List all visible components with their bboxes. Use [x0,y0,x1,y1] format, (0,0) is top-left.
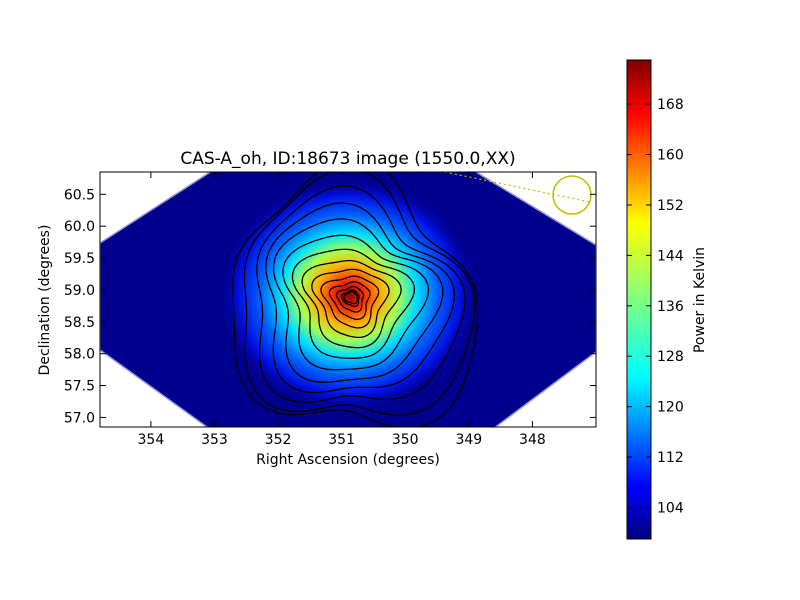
contour-line [328,281,371,320]
colorbar-tick-label: 152 [657,198,684,214]
contour-line [265,202,456,394]
y-tick-label: 60.0 [64,219,95,235]
contour-line [311,268,390,339]
colorbar-gradient [626,59,652,540]
contour-line [343,290,359,305]
contour-line [272,218,444,383]
contour-line [340,289,360,308]
x-axis-ticks: 354 353 352 351 350 349 348 [138,172,546,448]
x-tick-label: 349 [455,432,482,448]
contour-line [256,185,466,404]
y-tick-label: 58.5 [64,315,95,331]
plot-area: 354 353 352 351 350 349 348 57.0 57.5 58.0 58.5 59… [64,171,597,448]
contour-line [282,234,430,371]
colorbar-tick-label: 128 [657,349,684,365]
colorbar-tick-label: 112 [657,450,684,466]
colorbar-tick-label: 104 [657,500,684,516]
contour-line [320,275,380,329]
beam-marker-circle [552,175,592,215]
colorbar: 104 112 120 128 136 144 152 160 168 Power in Kel… [626,59,708,540]
y-tick-label: 60.5 [64,187,95,203]
x-tick-label: 348 [519,432,546,448]
y-tick-label: 57.5 [64,379,95,395]
contour-line [291,248,416,359]
contour-line [243,172,476,416]
colorbar-tick-label: 136 [657,299,684,315]
y-tick-label: 58.0 [64,347,95,363]
x-tick-label: 352 [265,432,292,448]
x-tick-label: 354 [138,432,165,448]
y-tick-label: 59.5 [64,251,95,267]
y-tick-label: 59.0 [64,283,95,299]
contour-line [335,285,365,313]
x-tick-label: 350 [392,432,419,448]
colorbar-tick-label: 160 [657,148,684,164]
x-tick-label: 353 [201,432,228,448]
colorbar-tick-label: 144 [657,248,684,264]
y-tick-label: 57.0 [64,410,95,426]
chart-title: CAS-A_oh, ID:18673 image (1550.0,XX) [180,149,515,169]
plot-frame [99,171,597,428]
colorbar-tick-label: 168 [657,97,684,113]
y-axis-ticks: 57.0 57.5 58.0 58.5 59.0 59.5 60.0 60.5 [64,187,596,426]
x-tick-label: 351 [328,432,355,448]
source-emission [219,177,479,413]
contour-line [301,259,402,349]
colorbar-tick-label: 120 [657,400,684,416]
y-axis-label: Declination (degrees) [37,225,53,376]
x-axis-label: Right Ascension (degrees) [256,452,440,468]
colorbar-ticks: 104 112 120 128 136 144 152 160 168 [627,97,684,516]
colorbar-label: Power in Kelvin [692,247,708,353]
